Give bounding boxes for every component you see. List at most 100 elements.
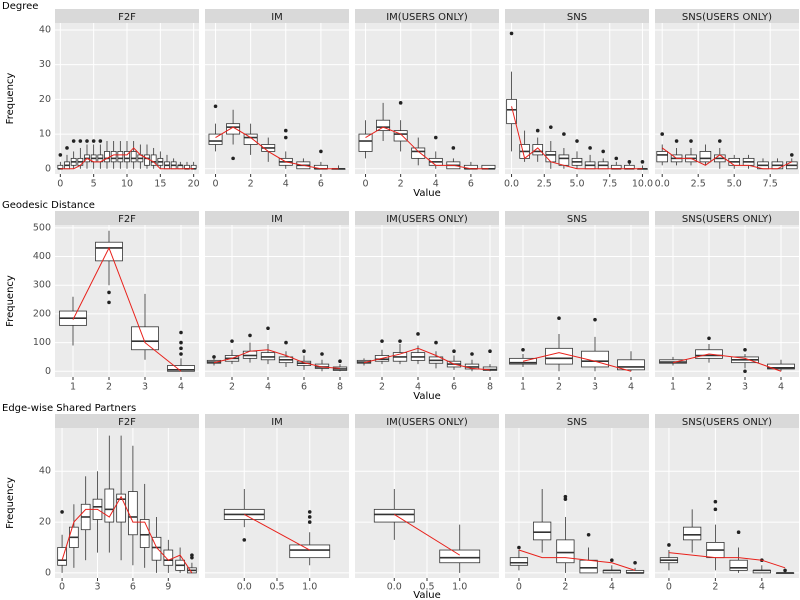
outlier (266, 326, 270, 331)
box (130, 151, 137, 163)
outlier (307, 520, 312, 524)
outlier (610, 558, 614, 563)
x-tick-label: 6 (301, 382, 307, 393)
y-tick-label: 100 (33, 337, 51, 348)
facet-title: SNS (567, 214, 587, 225)
strip (55, 9, 199, 23)
outlier (517, 545, 521, 550)
row-title: Degree (2, 1, 38, 12)
outlier (58, 153, 63, 157)
observed-line (72, 246, 182, 372)
box (144, 154, 150, 166)
outlier (451, 146, 456, 150)
strip (55, 211, 199, 225)
observed-line (61, 495, 193, 574)
x-tick-label: 4 (265, 382, 271, 393)
x-tick-label: 0 (213, 179, 219, 190)
x-tick-label: 4 (759, 582, 765, 593)
outlier (557, 316, 561, 321)
box (683, 526, 702, 541)
y-tick-label: 0 (45, 163, 51, 174)
outlier (98, 139, 103, 143)
box (163, 549, 174, 566)
outlier (85, 139, 89, 143)
y-axis-label: Frequency (5, 73, 16, 125)
outlier (283, 128, 288, 133)
x-tick-label: 15 (154, 179, 166, 190)
box (57, 547, 67, 566)
strip (655, 414, 799, 428)
box (116, 493, 126, 523)
box (289, 544, 331, 559)
box (131, 326, 159, 351)
outlier (674, 139, 679, 143)
x-tick-label: 1 (670, 382, 676, 393)
row-title: Geodesic Distance (2, 200, 95, 211)
box (556, 539, 575, 564)
x-tick-label: 4 (283, 179, 289, 190)
facet-title: SNS(USERS ONLY) (682, 417, 772, 428)
strip (505, 211, 649, 225)
outlier (575, 139, 579, 143)
outlier (107, 290, 111, 295)
facet-title: IM(USERS ONLY) (386, 417, 468, 428)
outlier (338, 359, 342, 364)
y-tick-label: 40 (39, 24, 51, 35)
observed-line (672, 353, 782, 372)
outlier (60, 510, 64, 514)
box (506, 98, 517, 125)
x-tick-label: 8 (487, 382, 493, 393)
facet-title: IM(USERS ONLY) (386, 214, 468, 225)
row-title: Edge-wise Shared Partners (2, 403, 136, 414)
outlier (509, 31, 514, 36)
y-tick-label: 300 (33, 280, 51, 291)
y-tick-label: 0 (45, 567, 51, 578)
outlier (549, 125, 553, 129)
panel (655, 225, 799, 377)
x-tick-label: 0 (59, 582, 65, 593)
x-axis-label: Value (413, 391, 440, 402)
x-tick-label: 20 (188, 179, 200, 190)
box (373, 508, 415, 523)
panel (55, 428, 199, 578)
box (124, 151, 130, 163)
observed-line (522, 352, 632, 372)
panel (55, 225, 199, 377)
x-tick-label: 4 (433, 179, 439, 190)
x-tick-label: 7.5 (602, 179, 617, 190)
x-tick-label: 2 (379, 382, 385, 393)
y-tick-label: 20 (39, 94, 51, 105)
x-tick-label: 5.0 (569, 179, 584, 190)
box (393, 130, 408, 142)
x-tick-label: 0 (516, 582, 522, 593)
box (208, 133, 223, 145)
strip (205, 211, 349, 225)
outlier (380, 339, 384, 343)
y-axis-label: Frequency (5, 477, 16, 529)
x-tick-label: 3 (142, 382, 148, 393)
outlier (398, 101, 403, 105)
box (376, 119, 391, 132)
box (439, 549, 481, 564)
x-tick-label: 9 (165, 582, 171, 593)
x-tick-label: 0 (666, 582, 672, 593)
box (545, 347, 573, 365)
outlier (248, 333, 252, 338)
outlier (640, 160, 645, 164)
box (104, 151, 110, 163)
outlier (743, 347, 747, 352)
strip (355, 9, 499, 23)
outlier (319, 149, 323, 154)
outlier (283, 135, 288, 140)
outlier (736, 530, 741, 535)
outlier (586, 532, 591, 537)
outlier (521, 347, 525, 352)
x-tick-label: 0.5 (419, 582, 434, 593)
x-tick-label: 6 (318, 179, 324, 190)
box (545, 151, 557, 163)
box (482, 366, 498, 371)
outlier (242, 538, 247, 542)
outlier (535, 128, 540, 133)
outlier (667, 543, 671, 547)
observed-line (661, 147, 793, 170)
